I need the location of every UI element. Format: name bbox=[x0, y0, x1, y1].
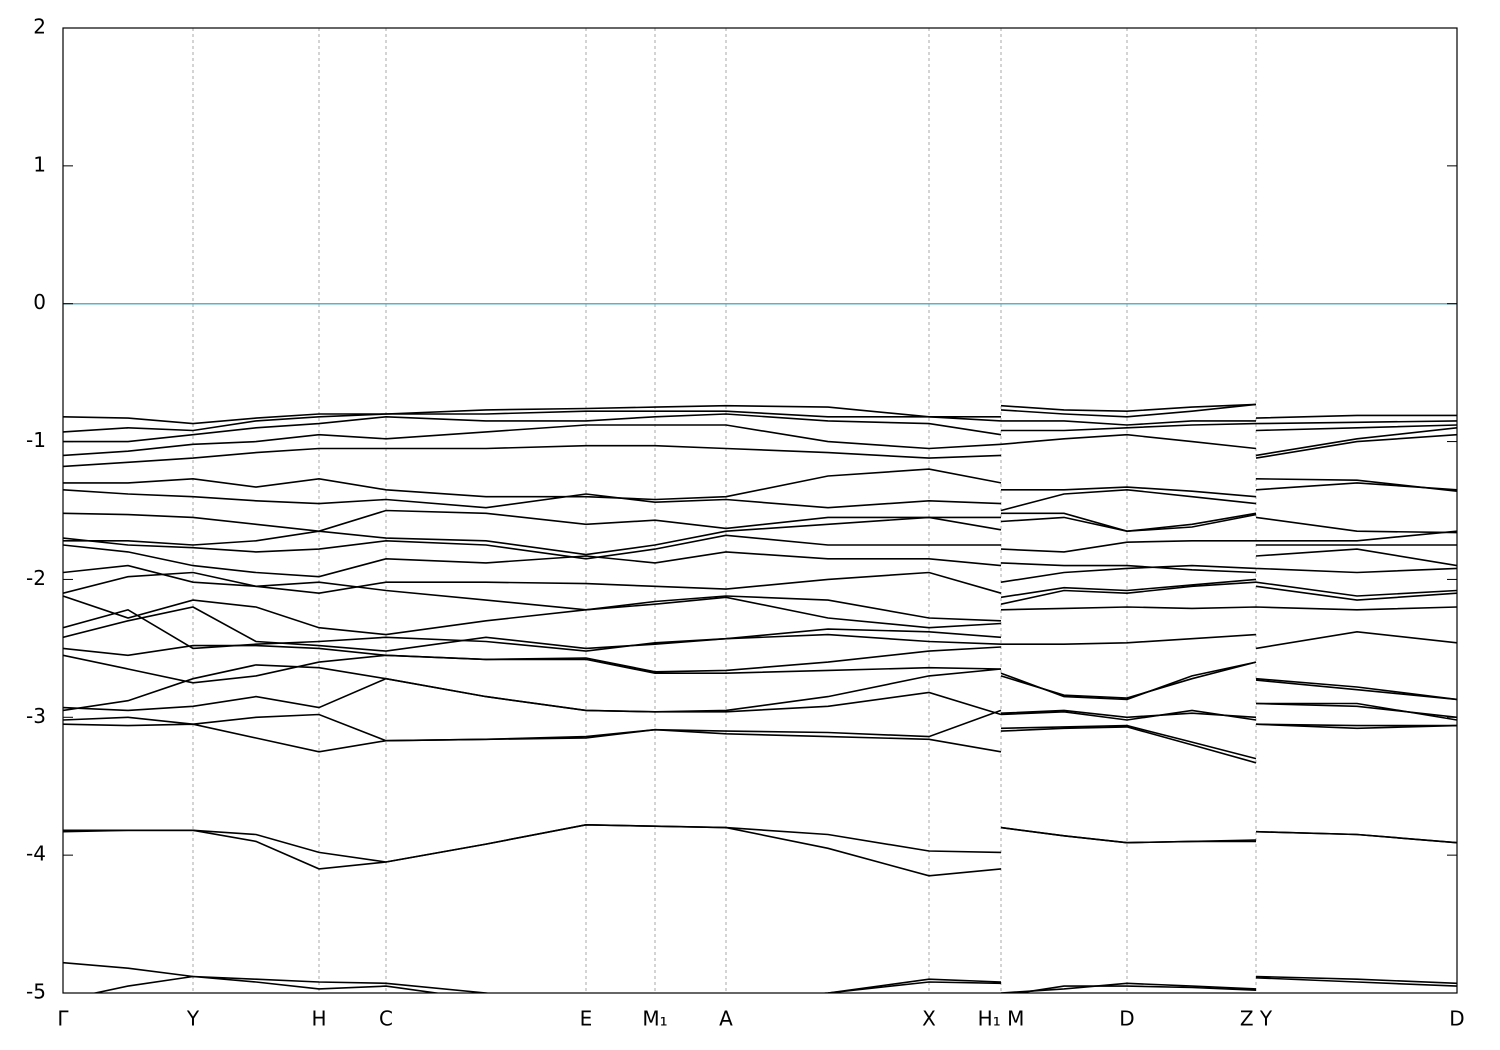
labels-layer: -5 -4 -3 -2 -1 0 1 2 Γ Y H C E M₁ A X H₁ M D Z Y D bbox=[26, 15, 1465, 1031]
band-line bbox=[63, 606, 1457, 652]
band-line bbox=[63, 509, 1457, 534]
band-line bbox=[91, 975, 1457, 993]
band-line bbox=[63, 468, 1457, 501]
band-line bbox=[63, 413, 1457, 443]
y-tick-label: -1 bbox=[26, 428, 46, 452]
y-tick-label: -4 bbox=[26, 842, 46, 866]
band-line bbox=[63, 422, 1457, 457]
x-tick-label: X bbox=[922, 1007, 936, 1031]
y-tick-label: 2 bbox=[33, 15, 46, 39]
band-line bbox=[63, 823, 1457, 863]
x-tick-label: C bbox=[379, 1007, 393, 1031]
band-line bbox=[63, 571, 1457, 622]
y-tick-label: -2 bbox=[26, 566, 46, 590]
y-tick-label: 0 bbox=[33, 290, 46, 314]
band-line bbox=[63, 644, 1457, 701]
x-tick-label: H₁ M bbox=[978, 1007, 1025, 1031]
band-line bbox=[63, 709, 1457, 760]
band-line bbox=[63, 606, 1457, 652]
x-tick-label: H bbox=[311, 1007, 326, 1031]
x-tick-label: Γ bbox=[57, 1007, 69, 1031]
band-line bbox=[63, 403, 1457, 433]
band-line bbox=[63, 544, 1457, 578]
band-line bbox=[63, 534, 1457, 560]
x-tick-label: D bbox=[1119, 1007, 1134, 1031]
x-tick-label: A bbox=[719, 1007, 733, 1031]
y-tick-label: 1 bbox=[33, 152, 46, 176]
y-tick-label: -5 bbox=[26, 980, 46, 1004]
x-tick-label: Y bbox=[186, 1007, 200, 1031]
x-tick-label: M₁ bbox=[642, 1007, 667, 1031]
band-line bbox=[63, 564, 1457, 595]
band-line bbox=[63, 433, 1457, 468]
band-line bbox=[63, 664, 1457, 721]
y-tick-label: -3 bbox=[26, 704, 46, 728]
band-line bbox=[63, 403, 1457, 425]
band-line bbox=[63, 581, 1457, 636]
x-tick-label: D bbox=[1449, 1007, 1464, 1031]
x-tick-label: E bbox=[580, 1007, 593, 1031]
x-tick-label: Z Y bbox=[1240, 1007, 1273, 1031]
plot-frame bbox=[62, 27, 1458, 994]
plot-area bbox=[63, 403, 1457, 993]
grid-layer bbox=[63, 28, 1457, 993]
